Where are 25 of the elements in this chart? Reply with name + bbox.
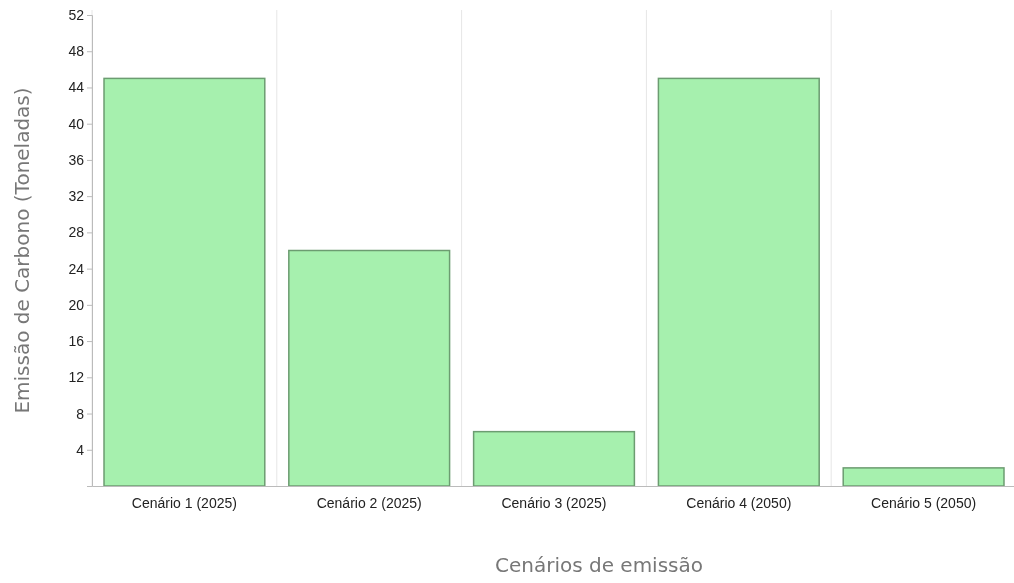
y-tick-label: 52 xyxy=(68,6,85,23)
y-tick-label: 36 xyxy=(68,151,85,168)
x-tick-label: Cenário 5 (2050) xyxy=(871,494,977,511)
y-tick-label: 20 xyxy=(68,296,85,313)
y-tick-label: 12 xyxy=(68,369,85,386)
y-tick-label: 16 xyxy=(68,333,85,350)
y-tick-label: 8 xyxy=(76,405,85,422)
x-tick-label: Cenário 2 (2025) xyxy=(316,494,422,511)
x-tick-label: Cenário 1 (2025) xyxy=(131,494,237,511)
bar xyxy=(103,77,266,487)
bar xyxy=(842,467,1005,487)
y-tick-label: 48 xyxy=(68,43,85,60)
y-tick-label: 40 xyxy=(68,115,85,132)
x-tick-label: Cenário 3 (2025) xyxy=(501,494,607,511)
bar xyxy=(657,77,820,487)
y-tick-label: 28 xyxy=(68,224,85,241)
y-tick-label: 24 xyxy=(68,260,85,277)
y-axis-title: Emissão de Carbono (Toneladas) xyxy=(10,87,34,414)
y-tick-label: 32 xyxy=(68,188,85,205)
bar xyxy=(472,430,636,487)
y-tick-label: 4 xyxy=(76,441,85,458)
x-tick-label: Cenário 4 (2050) xyxy=(686,494,792,511)
x-axis-title: Cenários de emissão xyxy=(494,553,704,577)
y-tick-label: 44 xyxy=(68,79,85,96)
bar xyxy=(288,249,451,487)
